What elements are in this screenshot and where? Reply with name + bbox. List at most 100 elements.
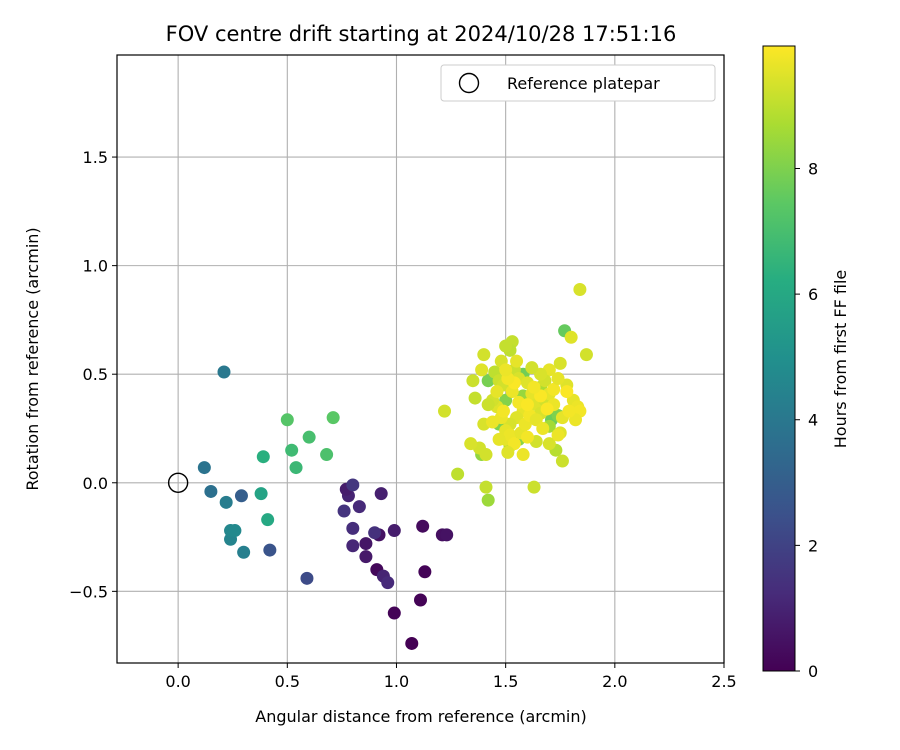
legend-label: Reference platepar bbox=[507, 74, 660, 93]
data-point bbox=[553, 356, 567, 370]
data-point bbox=[285, 443, 299, 457]
data-point bbox=[219, 495, 233, 509]
data-point bbox=[197, 461, 211, 475]
colorbar-ticks: 0 2 4 6 8 bbox=[795, 159, 818, 681]
data-point bbox=[261, 513, 275, 527]
data-point bbox=[481, 493, 495, 507]
data-point bbox=[418, 565, 432, 579]
data-point bbox=[337, 504, 351, 518]
data-point bbox=[320, 448, 334, 462]
data-point bbox=[555, 454, 569, 468]
data-point bbox=[466, 374, 480, 388]
data-point bbox=[374, 487, 388, 501]
data-point bbox=[359, 537, 373, 551]
colorbar: 0 2 4 6 8 Hours from first FF file bbox=[762, 45, 850, 681]
y-tick-label: 1.0 bbox=[83, 257, 108, 276]
colorbar-label: Hours from first FF file bbox=[831, 270, 850, 449]
data-point bbox=[352, 500, 366, 514]
data-point bbox=[234, 489, 248, 503]
x-tick-label: 1.5 bbox=[493, 672, 518, 691]
data-point bbox=[438, 404, 452, 418]
data-point bbox=[492, 432, 506, 446]
data-point bbox=[573, 283, 587, 297]
data-point bbox=[496, 404, 510, 418]
x-axis-label: Angular distance from reference (arcmin) bbox=[255, 707, 586, 726]
data-point bbox=[217, 365, 231, 379]
data-point bbox=[520, 398, 534, 412]
data-point bbox=[451, 467, 465, 481]
data-points bbox=[197, 283, 593, 650]
data-point bbox=[547, 382, 561, 396]
plot-frame bbox=[116, 54, 725, 664]
colorbar-tick-label: 4 bbox=[808, 411, 818, 430]
data-point bbox=[387, 524, 401, 538]
data-point bbox=[346, 539, 360, 553]
data-point bbox=[326, 411, 340, 425]
colorbar-tick-label: 2 bbox=[808, 536, 818, 555]
chart-title: FOV centre drift starting at 2024/10/28 … bbox=[166, 22, 677, 46]
data-point bbox=[479, 448, 493, 462]
y-tick-label: 0.5 bbox=[83, 365, 108, 384]
data-point bbox=[254, 487, 268, 501]
data-point bbox=[256, 450, 270, 464]
data-point bbox=[527, 380, 541, 394]
colorbar-tick-label: 8 bbox=[808, 159, 818, 178]
data-point bbox=[486, 415, 500, 429]
data-point bbox=[501, 445, 515, 459]
data-point bbox=[564, 330, 578, 344]
data-point bbox=[289, 461, 303, 475]
colorbar-strip bbox=[762, 45, 796, 672]
data-point bbox=[560, 385, 574, 399]
legend-box bbox=[440, 64, 716, 102]
data-point bbox=[381, 576, 395, 590]
legend: Reference platepar bbox=[440, 64, 716, 102]
data-point bbox=[280, 413, 294, 427]
colorbar-tick-label: 0 bbox=[808, 662, 818, 681]
data-point bbox=[228, 524, 242, 538]
data-point bbox=[516, 448, 530, 462]
data-point bbox=[510, 354, 524, 368]
data-point bbox=[481, 398, 495, 412]
data-point bbox=[440, 528, 454, 542]
data-point bbox=[405, 636, 419, 650]
x-axis-ticks: 0.0 0.5 1.0 1.5 2.0 2.5 bbox=[165, 663, 737, 691]
x-tick-label: 0.0 bbox=[165, 672, 190, 691]
data-point bbox=[551, 428, 565, 442]
data-point bbox=[525, 361, 539, 375]
data-point bbox=[542, 437, 556, 451]
x-tick-label: 0.5 bbox=[275, 672, 300, 691]
data-point bbox=[464, 437, 478, 451]
data-point bbox=[477, 348, 491, 362]
data-point bbox=[237, 545, 251, 559]
data-point bbox=[346, 478, 360, 492]
data-point bbox=[499, 339, 513, 353]
y-tick-label: 1.5 bbox=[83, 148, 108, 167]
data-point bbox=[359, 550, 373, 564]
x-tick-label: 1.0 bbox=[384, 672, 409, 691]
data-point bbox=[551, 372, 565, 386]
x-tick-label: 2.0 bbox=[602, 672, 627, 691]
data-point bbox=[300, 571, 314, 585]
data-point bbox=[479, 480, 493, 494]
y-tick-label: 0.0 bbox=[83, 474, 108, 493]
y-tick-label: −0.5 bbox=[69, 582, 108, 601]
data-point bbox=[536, 421, 550, 435]
legend-reference-marker bbox=[458, 72, 480, 94]
data-point bbox=[475, 363, 489, 377]
data-point bbox=[346, 521, 360, 535]
data-point bbox=[527, 480, 541, 494]
data-point bbox=[520, 430, 534, 444]
data-point bbox=[263, 543, 277, 557]
data-point bbox=[414, 593, 427, 607]
y-axis-ticks: −0.5 0.0 0.5 1.0 1.5 bbox=[69, 148, 117, 601]
data-point bbox=[302, 430, 316, 444]
colorbar-tick-label: 6 bbox=[808, 285, 818, 304]
data-point bbox=[540, 402, 554, 416]
x-tick-label: 2.5 bbox=[711, 672, 736, 691]
data-point bbox=[416, 519, 430, 533]
data-point bbox=[490, 385, 504, 399]
data-point bbox=[579, 348, 593, 362]
data-point bbox=[204, 484, 218, 498]
data-point bbox=[499, 363, 513, 377]
